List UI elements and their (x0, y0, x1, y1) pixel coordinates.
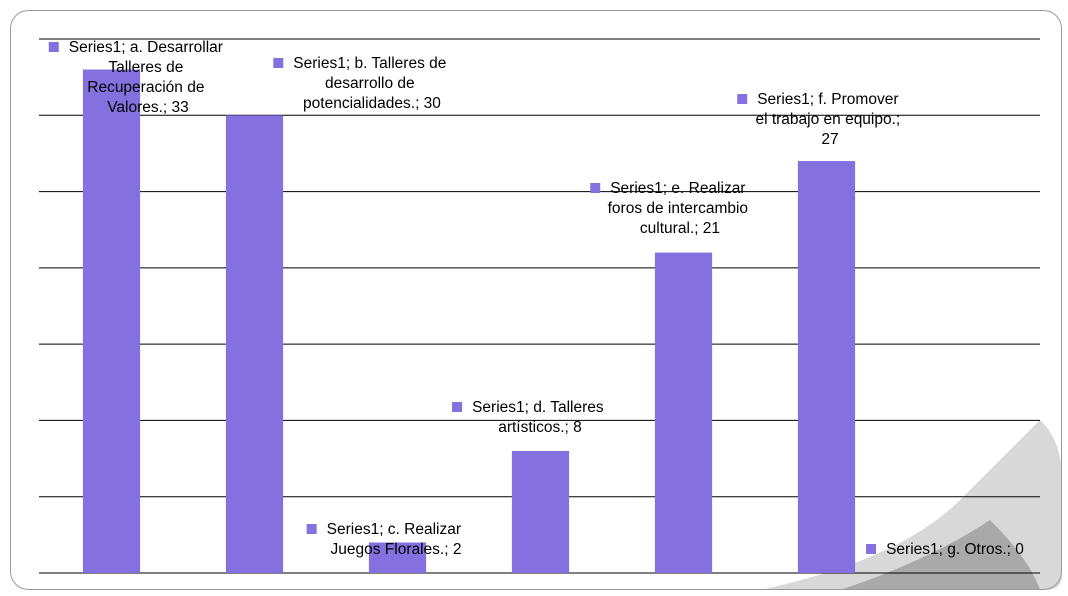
legend-key (306, 524, 317, 534)
data-label-line: Series1; g. Otros.; 0 (886, 541, 1024, 558)
chart-frame (10, 10, 1062, 590)
data-label-line: artísticos.; 8 (498, 419, 582, 436)
data-label-line: Series1; f. Promover (757, 91, 903, 108)
data-label-line: Series1; d. Talleres (472, 399, 608, 416)
data-label-line: 27 (821, 131, 838, 148)
bar (654, 252, 713, 573)
legend-key (737, 94, 748, 104)
legend-key (452, 402, 463, 412)
data-label: Series1; g. Otros.; 0 (886, 541, 1024, 558)
data-label: Series1; c. Realizar Juegos Florales.; 2 (327, 521, 466, 558)
data-label-line: desarrollo de (325, 75, 419, 92)
data-label-line: Recuperación de (87, 79, 209, 96)
bar (225, 115, 284, 574)
data-label-line: el trabajo en equipo.; (755, 111, 904, 128)
data-label: Series1; d. Talleres artísticos.; 8 (472, 399, 608, 436)
bar (368, 542, 427, 573)
data-label: Series1; f. Promover el trabajo en equip… (755, 91, 904, 148)
data-label-line: Series1; a. Desarrollar (69, 39, 228, 56)
data-label: Series1; b. Talleres de desarrollo de po… (293, 55, 450, 112)
data-label: Series1; a. Desarrollar Talleres de Recu… (69, 39, 228, 116)
data-label-line: Series1; e. Realizar (610, 180, 750, 197)
bar (797, 161, 856, 574)
bar (82, 69, 141, 573)
data-label-line: cultural.; 21 (640, 220, 720, 237)
legend-key (590, 183, 601, 193)
data-label: Series1; e. Realizar foros de intercambi… (608, 180, 753, 237)
data-label-line: foros de intercambio (608, 200, 753, 217)
data-label-line: Series1; c. Realizar (327, 521, 466, 538)
data-label-line: Valores.; 33 (107, 99, 189, 116)
data-label-line: Series1; b. Talleres de (293, 55, 450, 72)
legend-key (48, 42, 59, 52)
data-label-line: Juegos Florales.; 2 (331, 541, 462, 558)
legend-key (866, 544, 877, 554)
data-label-line: Talleres de (108, 59, 187, 76)
legend-key (273, 58, 284, 68)
data-label-line: potencialidades.; 30 (303, 95, 441, 112)
bar (511, 450, 570, 573)
